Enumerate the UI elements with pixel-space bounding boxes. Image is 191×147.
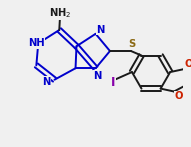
Text: O: O bbox=[175, 91, 183, 101]
Text: N: N bbox=[42, 77, 50, 87]
Text: O: O bbox=[184, 59, 191, 69]
Text: N: N bbox=[96, 25, 105, 35]
Text: S: S bbox=[128, 39, 136, 49]
Text: NH: NH bbox=[28, 38, 45, 48]
Text: NH$_2$: NH$_2$ bbox=[49, 6, 71, 20]
Text: N: N bbox=[93, 71, 102, 81]
Text: I: I bbox=[111, 76, 115, 89]
